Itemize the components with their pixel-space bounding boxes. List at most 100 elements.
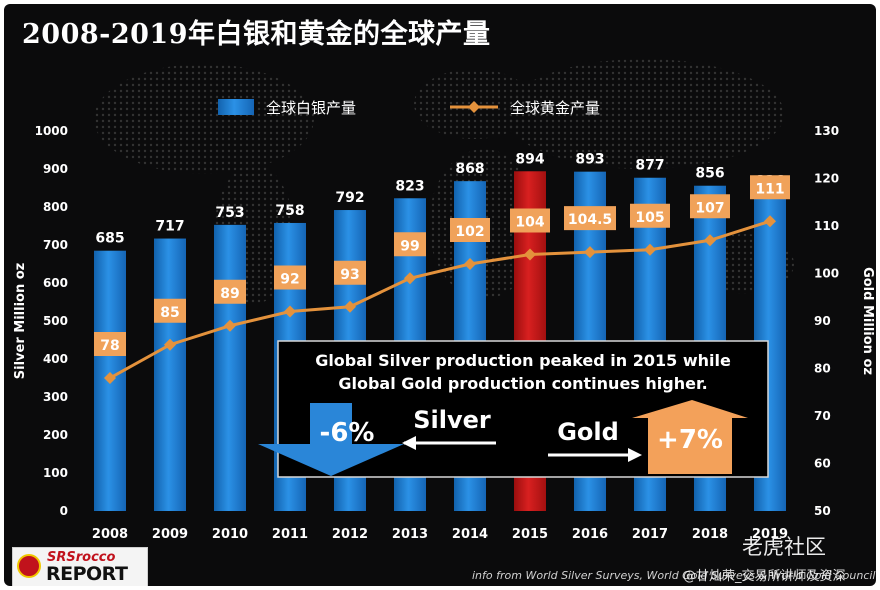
y-left-tick-label: 600 — [43, 276, 68, 290]
silver-value-label: 894 — [515, 151, 544, 167]
y-left-tick-label: 200 — [43, 428, 68, 442]
silver-value-label: 868 — [455, 161, 484, 177]
x-tick-label: 2018 — [692, 527, 728, 542]
x-tick-label: 2013 — [392, 527, 428, 542]
gold-value-label: 105 — [635, 210, 664, 226]
gold-label-box — [154, 298, 186, 323]
gold-label-box — [630, 203, 670, 228]
y-left-axis-title: Silver Million oz — [13, 263, 28, 379]
silver-value-label: 717 — [155, 219, 184, 235]
x-tick-label: 2014 — [452, 527, 488, 542]
gold-point — [704, 234, 716, 247]
watermark-logo: 老虎社区 — [742, 535, 826, 559]
gold-point — [224, 319, 236, 332]
gold-label-box — [94, 332, 126, 356]
legend-gold-marker — [468, 101, 480, 113]
gold-label-box — [274, 265, 306, 290]
gold-value-label: 92 — [280, 272, 299, 288]
y-left-tick-label: 300 — [43, 390, 68, 404]
gold-value-label: 78 — [100, 338, 119, 354]
callout-line-1: Global Silver production peaked in 2015 … — [315, 351, 731, 370]
y-left-tick-label: 700 — [43, 238, 68, 252]
silver-pct: -6% — [320, 418, 375, 448]
silver-value-label: 758 — [275, 203, 304, 219]
axes: 0 100 200 300 400 500 600 700 800 900 1000 50 60 70 80… — [13, 124, 875, 542]
legend: 全球白银产量 全球黄金产量 — [218, 99, 600, 117]
gold-value-label: 85 — [160, 305, 179, 321]
y-left-tick-label: 500 — [43, 314, 68, 328]
x-tick-label: 2017 — [632, 527, 668, 542]
y-right-tick-label: 110 — [814, 219, 839, 233]
gold-label-box — [750, 175, 790, 200]
y-left-tick-label: 0 — [60, 504, 68, 518]
gold-value-label: 99 — [400, 238, 419, 254]
chart-panel: 0 100 200 300 400 500 600 700 800 900 1000 50 60 70 80… — [4, 4, 876, 586]
gold-up-arrow-icon — [632, 400, 748, 474]
silver-value-label: 893 — [575, 152, 604, 168]
y-right-tick-label: 70 — [814, 409, 831, 423]
gold-point — [164, 338, 176, 351]
legend-silver-label: 全球白银产量 — [266, 99, 356, 117]
logo-text-top: SRSrocco — [47, 550, 116, 565]
gold-value-label: 93 — [340, 267, 359, 283]
y-left-tick-label: 800 — [43, 200, 68, 214]
y-left-tick-label: 100 — [43, 466, 68, 480]
silver-value-label: 856 — [695, 166, 724, 182]
combo-chart: 0 100 200 300 400 500 600 700 800 900 1000 50 60 70 80… — [13, 59, 875, 542]
gold-point — [764, 215, 776, 228]
srsrocco-report-logo: SRSrocco REPORT — [12, 547, 148, 586]
gold-line — [104, 215, 776, 384]
logo-text-bottom: REPORT — [46, 563, 128, 585]
gold-label-box — [450, 218, 490, 242]
chart-title: 2008-2019年白银和黄金的全球产量 — [22, 19, 491, 50]
gold-point — [104, 372, 116, 384]
y-right-tick-label: 120 — [814, 172, 839, 186]
watermark-credit: @甘灿荣_交易所讲师及资深 — [683, 569, 846, 584]
gold-point — [464, 258, 476, 270]
gold-point — [284, 305, 296, 318]
x-tick-label: 2015 — [512, 527, 548, 542]
x-tick-label: 2008 — [92, 527, 128, 542]
gold-value-label: 102 — [455, 224, 484, 240]
gold-pct: +7% — [657, 425, 723, 455]
source-note: info from World Silver Surveys, World Go… — [472, 569, 876, 582]
silver-down-arrow-icon — [258, 403, 404, 476]
gold-series-line — [109, 219, 771, 380]
gold-point — [344, 300, 356, 313]
data-labels: 6857177537587928238688948938778568367885… — [94, 151, 790, 356]
gold-point — [644, 243, 656, 256]
gold-value-label: 89 — [220, 286, 239, 302]
x-tick-label: 2016 — [572, 527, 608, 542]
callout-line-2: Global Gold production continues higher. — [338, 374, 707, 393]
y-left-tick-label: 400 — [43, 352, 68, 366]
silver-value-label: 877 — [635, 158, 664, 174]
gold-point — [524, 248, 536, 261]
gold-point — [404, 272, 416, 285]
gold-label-box — [394, 232, 426, 257]
x-tick-label: 2009 — [152, 527, 188, 542]
silver-value-label: 792 — [335, 190, 364, 206]
gold-label-box — [690, 194, 730, 219]
silver-value-label: 823 — [395, 178, 424, 194]
silver-value-label: 753 — [215, 205, 244, 221]
gold-value-label: 107 — [695, 200, 724, 216]
legend-gold-label: 全球黄金产量 — [510, 99, 600, 117]
world-map-background — [94, 59, 794, 304]
y-right-tick-label: 130 — [814, 124, 839, 138]
y-right-tick-label: 60 — [814, 457, 831, 471]
gold-label-box — [510, 208, 550, 233]
x-tick-label: 2012 — [332, 527, 368, 542]
gold-label: Gold — [557, 418, 619, 446]
legend-silver-swatch — [218, 99, 254, 115]
y-right-tick-label: 50 — [814, 504, 831, 518]
y-right-tick-label: 100 — [814, 267, 839, 281]
silver-value-label: 685 — [95, 231, 124, 247]
x-tick-label: 2011 — [272, 527, 308, 542]
y-right-axis-title: Gold Million oz — [860, 267, 875, 375]
gold-label-box — [334, 260, 366, 285]
silver-bar — [214, 224, 246, 512]
gold-value-label: 111 — [755, 181, 784, 197]
x-tick-label: 2010 — [212, 527, 248, 542]
y-left-tick-label: 1000 — [35, 124, 68, 138]
